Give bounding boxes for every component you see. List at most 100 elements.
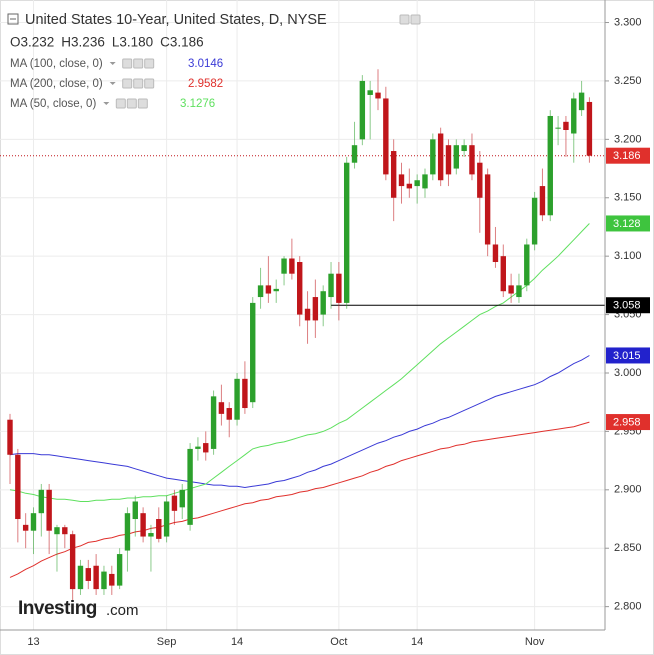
candle-body <box>273 288 279 292</box>
candle-body <box>453 145 460 169</box>
candle-body <box>124 513 131 551</box>
candle-body <box>320 291 326 315</box>
candle-body <box>531 197 538 245</box>
candle-body <box>148 533 154 537</box>
ohlc-label: C3.186 <box>160 35 204 50</box>
ma-legend-name: MA (200, close, 0) <box>10 78 103 90</box>
price-tag-label: 3.128 <box>613 218 641 230</box>
candle-body <box>85 568 91 581</box>
ohlc-label: H3.236 <box>61 35 105 50</box>
candle-body <box>578 92 585 111</box>
candle-body <box>414 180 420 187</box>
x-tick-label: 13 <box>27 636 39 648</box>
collapse-icon[interactable] <box>7 13 19 25</box>
price-tag <box>606 414 650 431</box>
y-tick-label: 3.250 <box>614 75 642 87</box>
candle-body <box>77 565 84 590</box>
header: O3.232 H3.236 L3.180 C3.186 MA (100, close, … <box>10 14 421 110</box>
candle-body <box>328 273 334 298</box>
price-tag <box>606 215 650 232</box>
x-tick-label: 14 <box>411 636 423 648</box>
settings-icon <box>144 78 155 89</box>
logo-main: Investing <box>18 598 97 619</box>
y-tick-label: 2.900 <box>614 484 642 496</box>
y-tick-label: 3.000 <box>614 367 642 379</box>
settings-icon <box>137 98 148 109</box>
ma-legend-value: 3.0146 <box>188 58 223 70</box>
price-tag-label: 2.958 <box>613 416 641 428</box>
ma-legend-name: MA (100, close, 0) <box>10 58 103 70</box>
candle-body <box>234 378 240 420</box>
candle-body <box>571 98 577 134</box>
candle-body <box>484 174 491 245</box>
settings-icon <box>144 58 155 69</box>
candle-body <box>508 285 514 294</box>
candle-body <box>492 244 499 263</box>
candle-body <box>500 256 506 292</box>
settings-icon <box>122 58 133 69</box>
candle-body <box>422 174 428 189</box>
candle-body <box>375 92 381 99</box>
x-tick-label: Sep <box>157 636 177 648</box>
candle-body <box>15 454 21 520</box>
settings-icon <box>122 78 133 89</box>
ma-legend-value: 3.1276 <box>180 98 215 110</box>
candle-body <box>140 513 146 537</box>
y-tick-label: 3.150 <box>614 192 642 204</box>
price-tag-label: 3.015 <box>613 350 641 362</box>
candle-body <box>555 127 561 129</box>
candle-body <box>547 115 553 216</box>
candle-body <box>54 527 60 535</box>
candle-body <box>430 139 436 175</box>
candle-body <box>539 186 546 216</box>
y-tick-label: 2.850 <box>614 542 642 554</box>
candle-body <box>171 495 178 511</box>
price-tag-label: 3.058 <box>613 300 641 312</box>
candle-body <box>367 90 373 95</box>
candle-body <box>398 174 405 187</box>
ma-line <box>9 421 590 578</box>
settings-icon <box>133 58 144 69</box>
candle-body <box>516 285 522 298</box>
candle-body <box>101 571 107 590</box>
candle-body <box>109 573 115 586</box>
price-tag <box>606 297 650 314</box>
x-tick-label: Nov <box>525 636 545 648</box>
candle-body <box>445 145 452 175</box>
x-tick-label: Oct <box>330 636 347 648</box>
candle-body <box>390 151 397 198</box>
candle-body <box>62 527 68 535</box>
candle-body <box>312 297 319 321</box>
y-tick-label: 3.300 <box>614 16 642 28</box>
settings-icon <box>115 98 126 109</box>
candle-body <box>116 554 123 586</box>
candle-body <box>195 446 201 449</box>
candle-body <box>179 489 185 508</box>
candle-body <box>383 98 389 175</box>
candle-body <box>38 489 45 514</box>
candle-body <box>586 101 593 156</box>
x-tick-label: 14 <box>231 636 243 648</box>
price-tag-label: 3.186 <box>613 150 641 162</box>
candle-body <box>359 80 366 140</box>
candle-body <box>477 162 483 198</box>
candle-body <box>265 285 272 294</box>
candle-body <box>187 448 193 525</box>
candle-body <box>242 378 248 409</box>
settings-icon <box>399 14 410 25</box>
candle-body <box>563 121 569 130</box>
candle-body <box>30 513 37 531</box>
logo-suffix: .com <box>106 602 139 619</box>
candle-body <box>304 308 311 321</box>
dropdown-icon <box>109 62 116 65</box>
candle-body <box>406 183 413 189</box>
y-tick-label: 2.800 <box>614 601 642 613</box>
candle-body <box>336 273 342 303</box>
candle-body <box>289 258 295 274</box>
ma-legend-name: MA (50, close, 0) <box>10 98 96 110</box>
price-tag <box>606 347 650 364</box>
settings-icon <box>410 14 421 25</box>
candle-body <box>132 501 138 520</box>
price-tag <box>606 147 650 164</box>
